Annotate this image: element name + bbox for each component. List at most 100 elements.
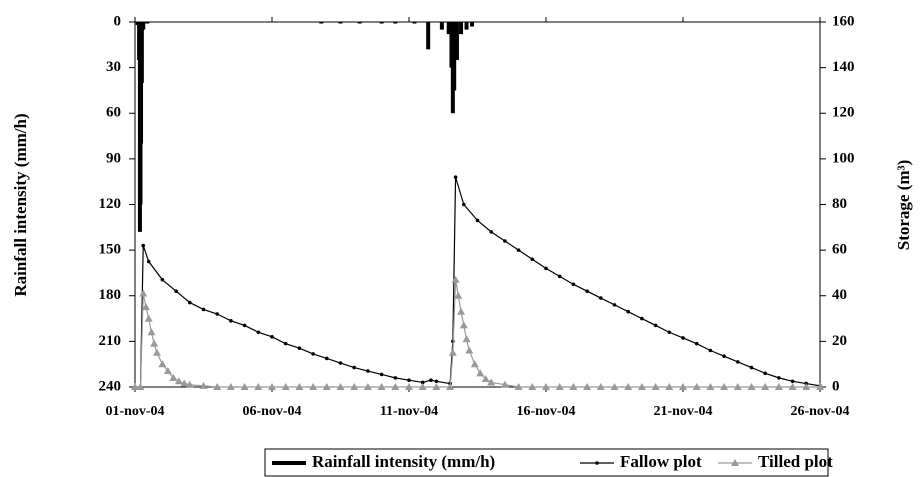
point	[667, 330, 672, 335]
y2-axis-title: Storage (m³)	[894, 160, 913, 251]
point	[311, 352, 315, 356]
x-tick-label: 21-nov-04	[653, 404, 712, 419]
point	[377, 383, 386, 390]
point	[777, 376, 781, 380]
point	[418, 383, 427, 390]
point	[446, 383, 455, 390]
x-tick-label: 06-nov-04	[242, 404, 301, 419]
point	[514, 383, 523, 390]
point	[544, 266, 548, 271]
point	[352, 365, 357, 370]
point	[585, 289, 589, 293]
point	[476, 369, 485, 377]
point	[733, 383, 742, 390]
point	[325, 356, 329, 361]
point	[555, 383, 564, 390]
point	[653, 323, 658, 328]
y-tick-label: 60	[106, 105, 121, 121]
y-tick-label: 180	[99, 287, 122, 303]
point	[295, 383, 304, 390]
point	[336, 383, 345, 390]
point	[139, 289, 148, 297]
point	[462, 202, 466, 207]
y2-tick-label: 140	[832, 59, 855, 75]
x-tick-label: 11-nov-04	[380, 404, 438, 419]
point	[530, 257, 535, 262]
point	[393, 376, 398, 380]
point	[788, 383, 797, 390]
point	[405, 383, 413, 390]
point	[350, 383, 359, 390]
point	[407, 378, 411, 382]
point	[722, 354, 726, 359]
point	[489, 230, 494, 234]
legend-label: Fallow plot	[620, 452, 702, 471]
point	[481, 375, 490, 383]
legend-label: Rainfall intensity (mm/h)	[312, 452, 495, 471]
point	[420, 380, 425, 385]
point	[297, 346, 302, 351]
point	[681, 336, 685, 340]
y-tick-label: 90	[106, 150, 121, 166]
point	[283, 341, 288, 346]
point	[169, 373, 178, 381]
point	[569, 383, 578, 390]
y-tick-label: 210	[99, 333, 122, 349]
point	[457, 307, 466, 315]
y2-tick-label: 80	[832, 196, 847, 212]
point	[229, 319, 233, 323]
point	[640, 316, 644, 321]
legend-box	[264, 448, 829, 477]
point	[790, 379, 795, 384]
point	[599, 296, 603, 300]
point	[557, 274, 562, 279]
point	[516, 248, 521, 252]
y2-tick-label: 20	[832, 333, 847, 349]
point	[571, 282, 576, 287]
point	[459, 321, 468, 329]
point	[363, 383, 372, 390]
x-tick-label: 16-nov-04	[516, 404, 575, 419]
point	[201, 307, 206, 312]
point	[503, 239, 507, 243]
y-tick-label: 240	[99, 378, 122, 394]
point	[761, 383, 770, 390]
point	[136, 383, 145, 390]
point	[338, 361, 343, 365]
point	[240, 383, 249, 390]
point	[160, 277, 165, 282]
point	[626, 309, 630, 314]
point	[163, 367, 172, 375]
legend-label: Tilled plot	[758, 452, 833, 471]
point	[528, 383, 537, 390]
point	[429, 378, 433, 382]
point	[158, 360, 167, 368]
point	[637, 383, 646, 390]
point	[174, 377, 183, 385]
y2-tick-label: 40	[832, 287, 847, 303]
point	[763, 371, 767, 376]
point	[141, 243, 146, 248]
x-tick-label: 01-nov-04	[105, 404, 164, 419]
point	[309, 383, 318, 390]
point	[595, 461, 599, 465]
y2-tick-label: 100	[832, 150, 855, 166]
point	[199, 381, 208, 389]
point	[185, 380, 194, 388]
point	[596, 383, 605, 390]
point	[731, 459, 739, 466]
point	[500, 380, 509, 388]
y2-tick-label: 160	[832, 13, 855, 29]
point	[174, 289, 178, 293]
point	[434, 379, 439, 384]
point	[141, 303, 150, 311]
point	[451, 275, 460, 283]
series-line	[135, 279, 820, 388]
series-line	[135, 176, 821, 388]
point	[454, 291, 463, 299]
point	[144, 314, 153, 322]
point	[242, 323, 247, 328]
point	[651, 383, 660, 390]
point	[542, 383, 550, 390]
